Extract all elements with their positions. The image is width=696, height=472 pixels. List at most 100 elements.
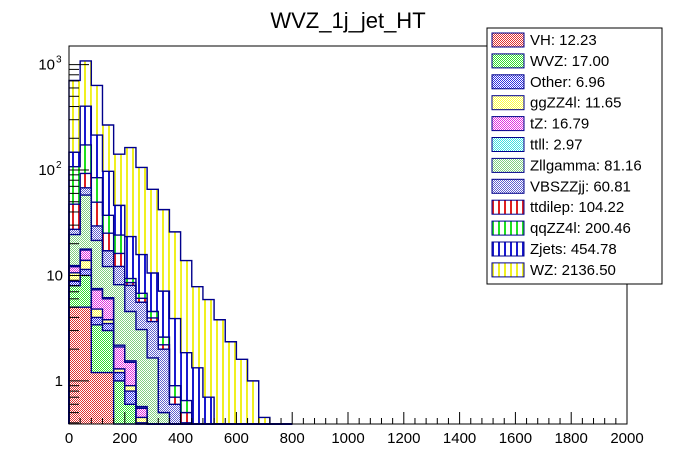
bar-qqzz4l-bin-3 [102,215,114,234]
bar-vh-bin-2 [91,372,103,424]
series-qqzz4l [69,144,192,413]
legend-entry-zllgamma: Zllgamma: 81.16 [491,157,642,174]
legend-entry-other: Other: 6.96 [491,74,605,91]
bar-qqzz4l-bin-5 [124,278,136,283]
legend-swatch [491,137,525,152]
bar-vbszzjj-bin-5 [124,285,136,312]
x-axis: 0 200 400 600 800 1000 1200 1400 1600 1800 2000 [65,412,644,447]
bar-vbszzjj-bin-4 [113,266,125,285]
y-tick-exponent: 3 [56,55,62,66]
stacked-bars [69,60,270,424]
bar-qqzz4l-bin-2 [91,177,103,203]
bar-zjets-bin-7 [147,272,159,312]
legend: VH: 12.23 WVZ: 17.00 Other: 6.96 ggZZ4l: 11… [486,27,663,285]
bar-qqzz4l-bin-0 [69,166,81,205]
bar-wz-bin-3 [102,125,114,172]
legend-box [486,27,663,285]
bar-vbszzjj-bin-2 [91,225,103,241]
bar-zjets-bin-12 [202,397,215,424]
bar-other-bin-3 [102,323,114,331]
bar-zjets-bin-5 [124,236,136,279]
bar-zllgamma-bin-6 [135,329,148,407]
bar-wvz-bin-5 [124,404,136,424]
series-wz [69,60,270,424]
bar-wz-bin-13 [214,319,226,424]
bar-tz-bin-6 [135,408,148,418]
bar-ggzz4l-bin-6 [135,417,148,423]
bar-ggzz4l-bin-2 [91,309,103,318]
x-tick-label: 1400 [443,430,476,447]
legend-entry-ttll: ttll: 2.97 [491,137,583,154]
x-tick-label: 1800 [555,430,588,447]
x-tick-label: 1000 [331,430,364,447]
bar-wz-bin-12 [202,299,215,398]
legend-entry-qqzz4l: qqZZ4l: 200.46 [491,220,631,237]
legend-entry-vbszzjj: VBSZZjj: 60.81 [491,178,631,195]
legend-label: Zjets: 454.78 [530,241,617,258]
bar-ttdilep-bin-9 [169,397,181,405]
legend-swatch [491,53,525,69]
legend-swatch [491,157,525,173]
bar-vh-bin-0 [69,307,81,424]
series-wvz [69,275,136,424]
chart-title: WVZ_1j_jet_HT [270,8,425,33]
bar-zjets-bin-8 [158,291,170,338]
bar-zllgamma-bin-5 [124,311,136,361]
bar-wz-bin-2 [91,85,103,136]
bar-vbszzjj-bin-1 [80,187,92,196]
bar-other-bin-2 [91,317,103,325]
legend-swatch [491,262,525,278]
bar-vbszzjj-bin-7 [147,321,159,358]
legend-label: VBSZZjj: 60.81 [530,178,631,195]
legend-label: ggZZ4l: 11.65 [530,95,621,112]
y-tick-label: 10 [46,267,63,284]
legend-entry-zjets: Zjets: 454.78 [491,241,617,258]
bar-ttdilep-bin-0 [69,204,81,230]
bar-wvz-bin-1 [80,275,92,308]
bar-zllgamma-bin-2 [91,240,103,289]
bar-zjets-bin-1 [80,106,92,145]
bar-tz-bin-0 [69,266,81,273]
bar-ttdilep-bin-1 [80,173,92,188]
bar-tz-bin-5 [124,362,136,386]
bar-qqzz4l-bin-1 [80,144,92,174]
x-tick-label: 400 [168,430,193,447]
bar-ttdilep-bin-10 [180,412,192,423]
bar-zjets-bin-6 [135,254,148,294]
legend-entry-vh: VH: 12.23 [491,32,597,49]
bar-tz-bin-4 [113,346,125,369]
bar-other-bin-5 [124,391,136,405]
bar-ttdilep-bin-5 [124,282,136,286]
legend-swatch [491,116,525,132]
bar-wz-bin-14 [225,341,237,424]
bar-wz-bin-16 [247,380,259,424]
bar-wz-bin-8 [158,209,170,292]
bar-ttll-bin-5 [124,360,136,363]
legend-label: Other: 6.96 [530,74,605,91]
legend-label: ttll: 2.97 [530,137,583,154]
bar-wz-bin-0 [69,80,81,153]
bar-wz-bin-9 [169,231,181,319]
bar-wz-bin-5 [124,147,136,237]
legend-label: VH: 12.23 [530,32,597,49]
x-tick-label: 1600 [499,430,532,447]
legend-swatch [491,95,525,111]
legend-swatch [491,74,525,90]
bar-ggzz4l-bin-3 [102,319,114,324]
legend-label: WZ: 2136.50 [530,262,616,279]
bar-tz-bin-1 [80,250,92,261]
bar-wz-bin-7 [147,189,159,273]
bar-qqzz4l-bin-7 [147,311,159,318]
bar-ttdilep-bin-3 [102,233,114,251]
y-tick-label: 10 [38,57,55,74]
bar-zjets-bin-10 [180,352,192,401]
bar-qqzz4l-bin-4 [113,235,125,254]
bar-vh-bin-1 [80,307,92,424]
bar-ttdilep-bin-2 [91,202,103,226]
bar-tz-bin-3 [102,298,114,320]
bar-wvz-bin-0 [69,285,81,308]
bar-wvz-bin-2 [91,324,103,373]
legend-swatch [491,220,525,236]
bar-wvz-bin-3 [102,330,114,373]
